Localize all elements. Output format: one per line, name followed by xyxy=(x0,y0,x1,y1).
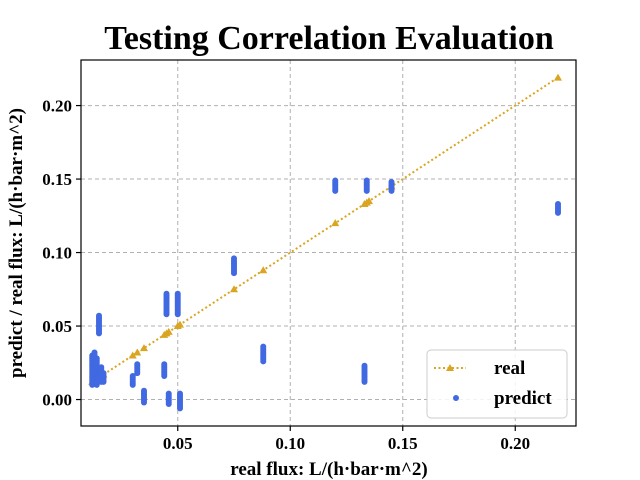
real-point xyxy=(230,285,238,293)
predict-point xyxy=(129,373,136,380)
predict-point xyxy=(260,343,267,350)
y-tick-label: 0.20 xyxy=(42,97,72,116)
real-point xyxy=(128,351,137,359)
legend: real predict xyxy=(426,349,568,419)
predict-point xyxy=(163,290,170,297)
predict-point xyxy=(161,361,168,368)
x-tick-label: 0.10 xyxy=(275,434,305,453)
real-point xyxy=(331,219,340,227)
predict-point xyxy=(93,355,100,362)
predict-point xyxy=(177,390,183,397)
y-tick-label: 0.15 xyxy=(42,170,72,189)
x-tick-label: 0.20 xyxy=(500,434,530,453)
real-point xyxy=(365,197,373,205)
y-axis-label: predict / real flux: L/(h·bar·m^2) xyxy=(6,108,27,378)
legend-real-label: real xyxy=(494,358,525,379)
predict-point xyxy=(91,349,98,356)
predict-point xyxy=(141,387,147,394)
predict-point xyxy=(174,290,181,297)
y-tick-label: 0.05 xyxy=(42,317,72,336)
real-point xyxy=(133,348,142,356)
plot-frame xyxy=(80,59,577,427)
predict-point xyxy=(388,179,395,185)
real-point xyxy=(176,320,184,328)
legend-real-marker xyxy=(446,364,454,371)
predict-point xyxy=(134,361,141,368)
predict-point xyxy=(98,364,105,371)
axis-ticks: 0.05 0.10 0.15 0.20 0.00 0.05 0.10 0.15 0.20 xyxy=(42,97,530,453)
predict-point xyxy=(100,370,107,377)
x-tick-label: 0.05 xyxy=(163,434,193,453)
predict-point xyxy=(361,362,368,369)
x-axis-label: real flux: L/(h·bar·m^2) xyxy=(230,459,428,480)
legend-predict-label: predict xyxy=(494,388,552,409)
real-point xyxy=(554,73,562,81)
chart-title: Testing Correlation Evaluation xyxy=(104,20,554,57)
predict-point xyxy=(165,390,172,397)
real-point xyxy=(140,344,148,352)
y-tick-label: 0.10 xyxy=(42,244,72,263)
predict-series xyxy=(89,177,561,412)
predict-point xyxy=(555,201,561,208)
predict-point xyxy=(332,177,339,184)
real-point xyxy=(164,327,173,335)
real-point xyxy=(259,266,268,274)
y-tick-label: 0.00 xyxy=(42,391,72,410)
predict-point xyxy=(96,312,102,319)
predict-point xyxy=(231,255,237,262)
real-series xyxy=(88,73,562,385)
x-tick-label: 0.15 xyxy=(388,434,418,453)
legend-predict-marker xyxy=(453,395,459,401)
predict-point xyxy=(363,177,370,184)
